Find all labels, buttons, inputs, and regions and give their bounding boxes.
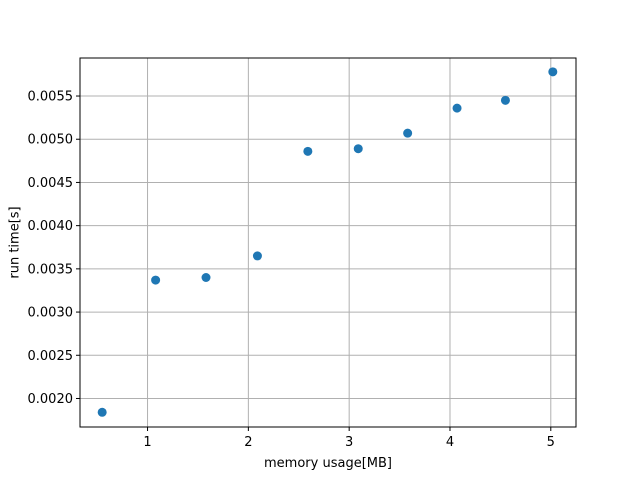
data-point [353,144,363,154]
data-point [97,407,107,417]
data-point [303,146,313,156]
x-tick-label: 3 [345,435,353,450]
data-point [201,272,211,282]
data-point [252,251,262,261]
data-point [548,67,558,77]
data-point [500,95,510,105]
y-tick-label: 0.0050 [28,133,74,148]
y-tick-label: 0.0055 [28,90,74,105]
data-point [403,128,413,138]
y-tick-label: 0.0035 [28,262,74,277]
y-axis-label: run time[s] [8,206,23,278]
y-tick-label: 0.0025 [28,349,74,364]
x-tick-label: 1 [143,435,151,450]
x-axis-ticks: 1 2 3 4 5 [143,427,555,450]
y-axis-ticks: 0.0020 0.0025 0.0030 0.0035 0.0040 0.0045 0.00… [28,90,80,407]
y-tick-label: 0.0040 [28,219,74,234]
y-tick-label: 0.0030 [28,306,74,321]
x-tick-label: 4 [446,435,454,450]
data-point [452,103,462,113]
y-tick-label: 0.0045 [28,176,74,191]
plot-frame [79,57,577,428]
grid [80,58,576,427]
y-tick-label: 0.0020 [28,392,74,407]
x-tick-label: 2 [244,435,252,450]
x-tick-label: 5 [547,435,555,450]
x-axis-label: memory usage[MB] [264,456,392,471]
data-point [151,275,161,285]
data-points [97,67,558,417]
